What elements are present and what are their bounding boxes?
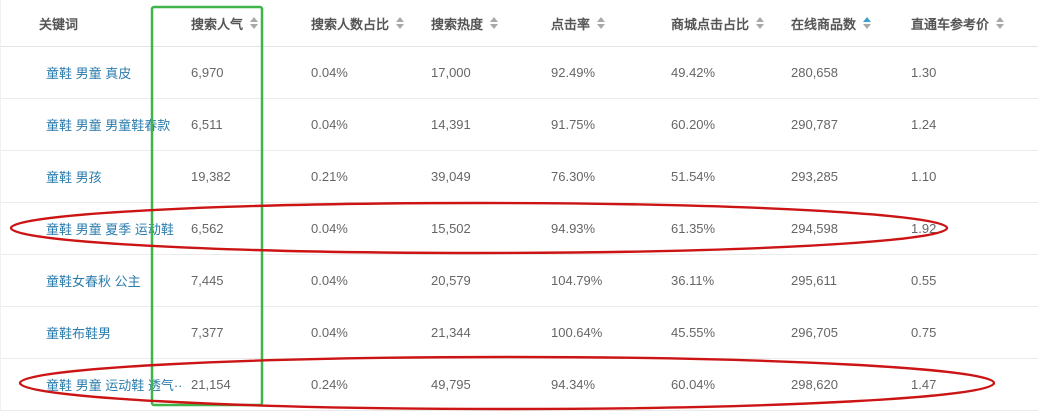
search-heat-cell: 15,502 <box>426 202 546 255</box>
mall-click-ratio-cell: 45.55% <box>666 306 786 359</box>
column-header-ppc-reference-price[interactable]: 直通车参考价 <box>906 0 1038 47</box>
search-people-ratio-cell: 0.21% <box>306 150 426 203</box>
table-row: 童鞋布鞋男 7,377 0.04% 21,344 100.64% 45.55% … <box>1 306 1038 359</box>
mall-click-ratio-cell: 60.20% <box>666 98 786 151</box>
column-header-label: 搜索人数占比 <box>311 16 390 32</box>
search-people-ratio-cell: 0.04% <box>306 306 426 359</box>
online-products-cell: 298,620 <box>786 358 906 411</box>
search-popularity-cell: 7,445 <box>186 254 306 307</box>
keyword-link[interactable]: 童鞋 男童 运动鞋 透气·· <box>46 378 183 393</box>
search-heat-cell: 14,391 <box>426 98 546 151</box>
keyword-link[interactable]: 童鞋布鞋男 <box>46 326 112 341</box>
search-popularity-cell: 6,562 <box>186 202 306 255</box>
keyword-cell: 童鞋布鞋男 <box>1 306 186 359</box>
mall-click-ratio-cell: 49.42% <box>666 46 786 99</box>
column-header-label: 直通车参考价 <box>911 16 990 32</box>
click-rate-cell: 92.49% <box>546 46 666 99</box>
column-header-label: 商城点击占比 <box>671 16 750 32</box>
column-header-mall-click-ratio[interactable]: 商城点击占比 <box>666 0 786 47</box>
keyword-cell: 童鞋 男童 男童鞋春款 <box>1 98 186 151</box>
ppc-reference-price-cell: 1.10 <box>906 150 1038 203</box>
keyword-cell: 童鞋 男孩 <box>1 150 186 203</box>
search-people-ratio-cell: 0.24% <box>306 358 426 411</box>
mall-click-ratio-cell: 60.04% <box>666 358 786 411</box>
search-heat-cell: 39,049 <box>426 150 546 203</box>
click-rate-cell: 94.34% <box>546 358 666 411</box>
keyword-link[interactable]: 童鞋 男童 男童鞋春款 <box>46 118 171 133</box>
search-popularity-cell: 6,970 <box>186 46 306 99</box>
online-products-cell: 295,611 <box>786 254 906 307</box>
table-row: 童鞋 男童 男童鞋春款 6,511 0.04% 14,391 91.75% 60… <box>1 98 1038 151</box>
column-header-label: 点击率 <box>551 16 591 32</box>
keyword-link[interactable]: 童鞋 男孩 <box>46 170 102 185</box>
column-header-keyword: 关键词 <box>1 0 186 47</box>
column-header-search-heat[interactable]: 搜索热度 <box>426 0 546 47</box>
search-people-ratio-cell: 0.04% <box>306 202 426 255</box>
mall-click-ratio-cell: 36.11% <box>666 254 786 307</box>
search-popularity-cell: 21,154 <box>186 358 306 411</box>
online-products-cell: 296,705 <box>786 306 906 359</box>
online-products-cell: 293,285 <box>786 150 906 203</box>
ppc-reference-price-cell: 1.30 <box>906 46 1038 99</box>
search-heat-cell: 21,344 <box>426 306 546 359</box>
mall-click-ratio-cell: 61.35% <box>666 202 786 255</box>
keyword-cell: 童鞋女春秋 公主 <box>1 254 186 307</box>
table-row-circled: 童鞋 男童 夏季 运动鞋 6,562 0.04% 15,502 94.93% 6… <box>1 202 1038 255</box>
table-row: 童鞋 男童 真皮 6,970 0.04% 17,000 92.49% 49.42… <box>1 46 1038 99</box>
sort-icon[interactable] <box>250 17 259 29</box>
online-products-cell: 294,598 <box>786 202 906 255</box>
column-header-search-people-ratio[interactable]: 搜索人数占比 <box>306 0 426 47</box>
search-popularity-cell: 19,382 <box>186 150 306 203</box>
search-heat-cell: 20,579 <box>426 254 546 307</box>
header-row: 关键词 搜索人气 搜索人数占比 搜索热度 点击率 商城点击占比 <box>1 0 1038 47</box>
column-header-label: 关键词 <box>39 16 79 32</box>
sort-icon[interactable] <box>396 17 405 29</box>
ppc-reference-price-cell: 1.47 <box>906 358 1038 411</box>
sort-icon[interactable] <box>597 17 606 29</box>
table-body: 童鞋 男童 真皮 6,970 0.04% 17,000 92.49% 49.42… <box>1 46 1038 411</box>
table-row-circled: 童鞋 男童 运动鞋 透气·· 21,154 0.24% 49,795 94.34… <box>1 358 1038 411</box>
online-products-cell: 290,787 <box>786 98 906 151</box>
column-header-search-popularity[interactable]: 搜索人气 <box>186 0 306 47</box>
search-heat-cell: 17,000 <box>426 46 546 99</box>
ppc-reference-price-cell: 0.75 <box>906 306 1038 359</box>
sort-icon[interactable] <box>996 17 1005 29</box>
click-rate-cell: 100.64% <box>546 306 666 359</box>
sort-icon-ascending-active[interactable] <box>863 17 872 29</box>
search-people-ratio-cell: 0.04% <box>306 98 426 151</box>
table-row: 童鞋女春秋 公主 7,445 0.04% 20,579 104.79% 36.1… <box>1 254 1038 307</box>
search-heat-cell: 49,795 <box>426 358 546 411</box>
click-rate-cell: 76.30% <box>546 150 666 203</box>
keyword-cell: 童鞋 男童 运动鞋 透气·· <box>1 358 186 411</box>
keyword-link[interactable]: 童鞋女春秋 公主 <box>46 274 141 289</box>
click-rate-cell: 104.79% <box>546 254 666 307</box>
table-row: 童鞋 男孩 19,382 0.21% 39,049 76.30% 51.54% … <box>1 150 1038 203</box>
click-rate-cell: 91.75% <box>546 98 666 151</box>
ppc-reference-price-cell: 0.55 <box>906 254 1038 307</box>
online-products-cell: 280,658 <box>786 46 906 99</box>
sort-icon[interactable] <box>756 17 765 29</box>
keyword-link[interactable]: 童鞋 男童 夏季 运动鞋 <box>46 222 174 237</box>
sort-icon[interactable] <box>490 17 499 29</box>
search-popularity-cell: 6,511 <box>186 98 306 151</box>
click-rate-cell: 94.93% <box>546 202 666 255</box>
column-header-label: 在线商品数 <box>791 16 857 32</box>
column-header-label: 搜索人气 <box>191 16 244 32</box>
mall-click-ratio-cell: 51.54% <box>666 150 786 203</box>
ppc-reference-price-cell: 1.24 <box>906 98 1038 151</box>
table-header: 关键词 搜索人气 搜索人数占比 搜索热度 点击率 商城点击占比 <box>1 0 1038 47</box>
search-popularity-cell: 7,377 <box>186 306 306 359</box>
column-header-click-rate[interactable]: 点击率 <box>546 0 666 47</box>
keyword-link[interactable]: 童鞋 男童 真皮 <box>46 66 132 81</box>
search-people-ratio-cell: 0.04% <box>306 254 426 307</box>
column-header-online-products[interactable]: 在线商品数 <box>786 0 906 47</box>
keyword-cell: 童鞋 男童 真皮 <box>1 46 186 99</box>
ppc-reference-price-cell: 1.92 <box>906 202 1038 255</box>
keyword-cell: 童鞋 男童 夏季 运动鞋 <box>1 202 186 255</box>
column-header-label: 搜索热度 <box>431 16 484 32</box>
search-people-ratio-cell: 0.04% <box>306 46 426 99</box>
